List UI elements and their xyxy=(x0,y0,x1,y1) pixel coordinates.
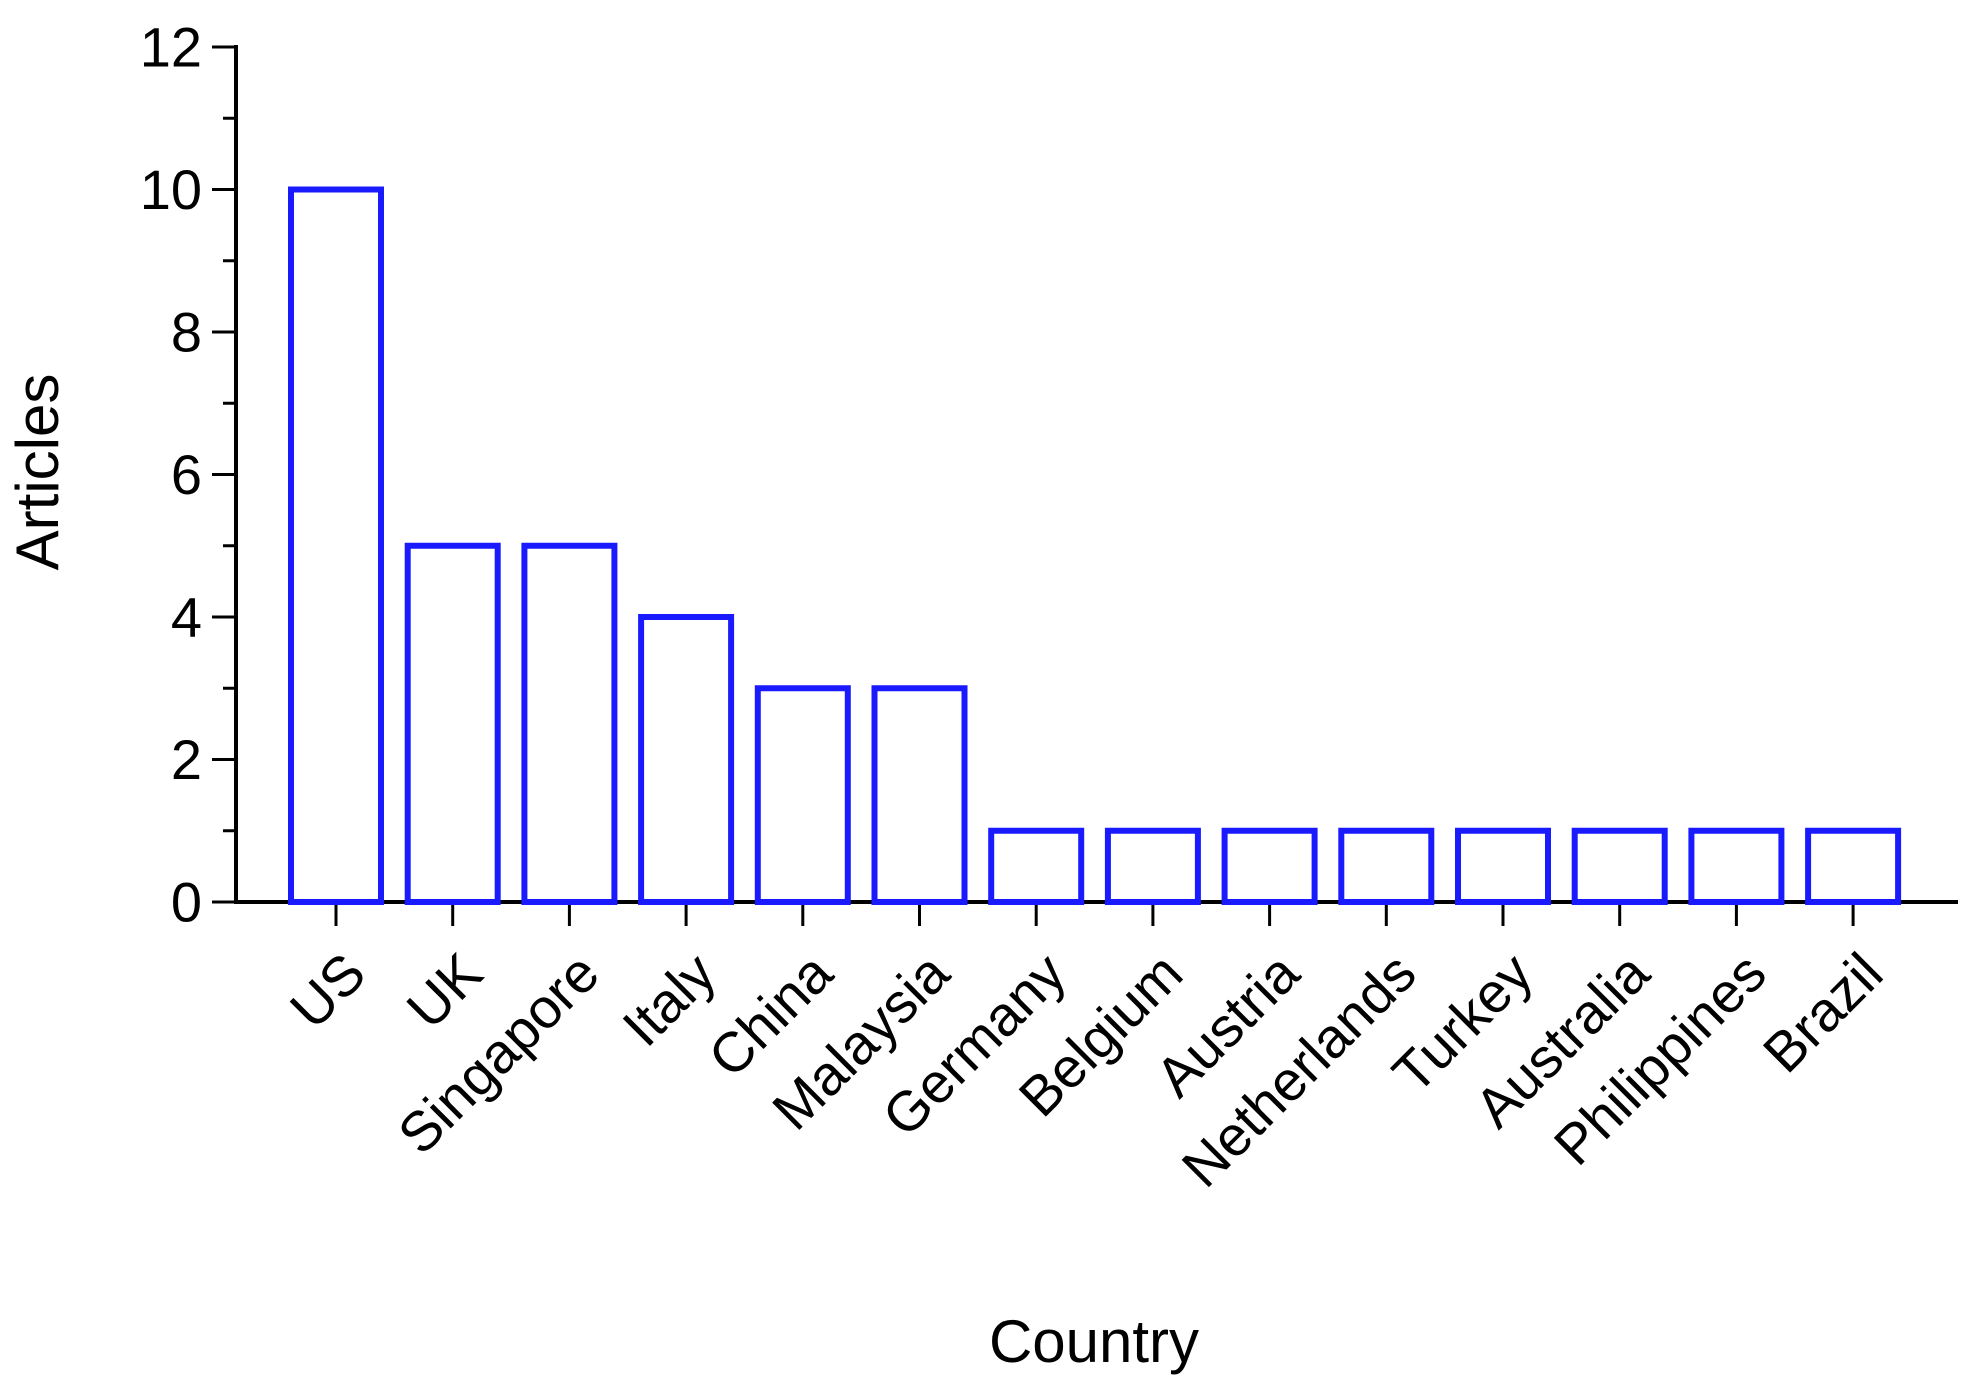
y-axis: 0 2 4 6 8 10 12 xyxy=(140,16,238,934)
bar xyxy=(288,186,384,905)
y-tick-label: 12 xyxy=(140,16,202,79)
bar xyxy=(638,614,735,905)
y-axis-title: Articles xyxy=(4,374,71,571)
bars xyxy=(288,186,1902,905)
bar xyxy=(1455,827,1551,905)
bar xyxy=(521,542,618,905)
bar xyxy=(1688,827,1785,905)
bar xyxy=(754,685,851,905)
y-tick-label: 4 xyxy=(171,586,202,649)
y-tick-label: 8 xyxy=(171,301,202,364)
bar xyxy=(988,827,1085,905)
bar xyxy=(871,685,968,905)
y-tick-label: 0 xyxy=(171,871,202,934)
x-tick-label: Brazil xyxy=(1751,941,1895,1085)
y-tick-label: 10 xyxy=(140,158,202,221)
bar xyxy=(1104,827,1201,905)
y-ticks: 0 2 4 6 8 10 12 xyxy=(140,16,236,934)
bar xyxy=(404,542,501,905)
y-tick-label: 6 xyxy=(171,443,202,506)
bar xyxy=(1571,827,1668,905)
x-tick-label: US xyxy=(278,941,378,1041)
bar xyxy=(1338,827,1435,905)
x-tick-label: UK xyxy=(394,941,494,1041)
bar xyxy=(1805,827,1902,905)
x-axis-title: Country xyxy=(989,1308,1199,1375)
bar xyxy=(1221,827,1318,905)
y-tick-label: 2 xyxy=(171,728,202,791)
